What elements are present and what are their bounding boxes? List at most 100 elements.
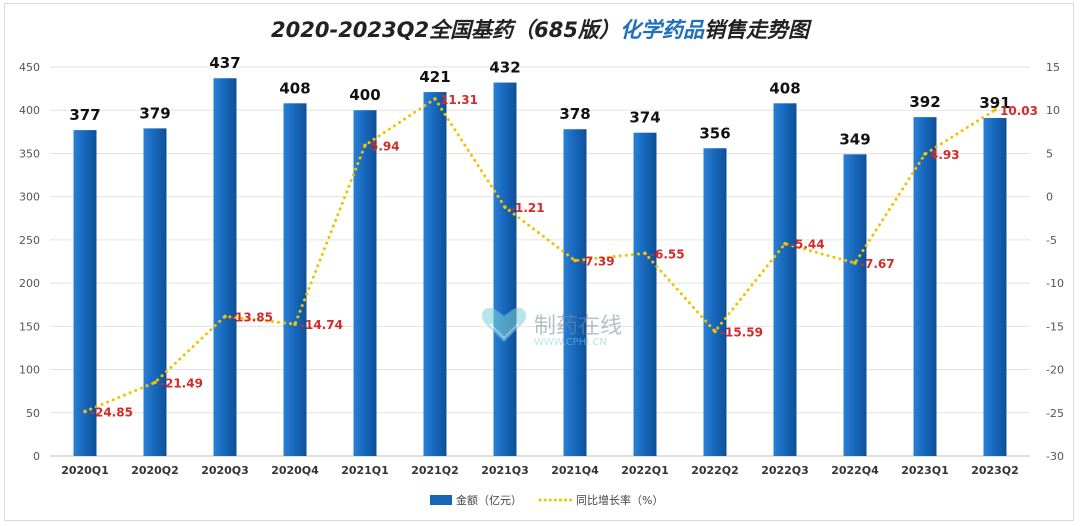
bar-value-label: 377 <box>69 106 100 124</box>
y-left-tick-label: 300 <box>19 191 40 204</box>
watermark-logo-icon <box>481 307 527 342</box>
line-value-label: -13.85 <box>230 310 273 324</box>
line-value-label: -1.21 <box>510 201 545 215</box>
line-value-label: -14.74 <box>300 318 343 332</box>
growth-line <box>83 96 997 413</box>
watermark-text: 制药在线 <box>534 314 622 339</box>
chart-frame <box>4 3 1074 521</box>
line-point <box>293 322 297 326</box>
x-tick-label: 2022Q1 <box>621 464 669 477</box>
line-value-label: -5.44 <box>790 238 825 252</box>
y-right-tick-label: -15 <box>1046 320 1064 333</box>
y-left-tick-label: 150 <box>19 320 40 333</box>
line-value-label: -6.55 <box>650 247 685 261</box>
y-right-tick-label: -5 <box>1046 234 1057 247</box>
bar-value-label: 421 <box>419 68 450 86</box>
bar-value-label: 378 <box>559 105 590 123</box>
y-left-tick-label: 250 <box>19 234 40 247</box>
line-point <box>573 258 577 263</box>
line-point <box>783 241 787 246</box>
gridlines <box>50 66 1030 457</box>
line-value-label: -24.85 <box>90 405 133 419</box>
y-left-tick-label: 50 <box>26 407 40 420</box>
y-axis-right: -30 -25 -20 -15 -10 -5 0 5 10 15 <box>1046 61 1064 463</box>
y-right-tick-label: 15 <box>1046 61 1060 74</box>
bar <box>143 128 167 456</box>
y-right-tick-label: -20 <box>1046 364 1064 377</box>
y-right-tick-label: -25 <box>1046 407 1064 420</box>
bar <box>423 92 447 457</box>
line-point <box>993 108 997 112</box>
y-left-tick-label: 350 <box>19 147 40 160</box>
legend-bar-swatch <box>430 495 452 505</box>
y-left-tick-label: 200 <box>19 277 40 290</box>
bar <box>843 154 867 456</box>
x-tick-label: 2022Q3 <box>761 464 809 477</box>
bar-value-label: 408 <box>769 79 800 97</box>
x-tick-label: 2021Q1 <box>341 464 389 477</box>
line-point <box>153 380 157 385</box>
bar-value-label: 356 <box>699 124 730 142</box>
line-labels: -24.85 -21.49 -13.85 -14.74 5.94 11.31 -1.21 -7… <box>90 93 1038 420</box>
line-point <box>503 205 507 209</box>
chart-title: 2020-2023Q2全国基药（685版）化学药品销售走势图 <box>0 14 1080 44</box>
line-value-label: 5.94 <box>370 139 400 153</box>
line-value-label: -15.59 <box>720 325 763 339</box>
bar-value-label: 374 <box>629 109 660 127</box>
watermark: 制药在线 WWW.CPHI.CN <box>481 307 622 348</box>
bar-value-label: 349 <box>839 130 870 148</box>
y-axis-left: 0 50 100 150 200 250 300 350 400 450 <box>19 61 40 463</box>
line-value-label: -7.39 <box>580 255 615 269</box>
y-right-tick-label: -30 <box>1046 450 1064 463</box>
bar <box>913 117 937 456</box>
bar-value-label: 391 <box>979 94 1010 112</box>
x-tick-label: 2020Q1 <box>61 464 109 477</box>
watermark-subtext: WWW.CPHI.CN <box>534 337 607 348</box>
title-highlight: 化学药品 <box>619 18 704 42</box>
line-series <box>83 96 997 414</box>
y-right-tick-label: 10 <box>1046 104 1060 117</box>
y-left-tick-label: 400 <box>19 104 40 117</box>
bar <box>703 148 727 456</box>
title-prefix: 2020-2023Q2全国基药（685版） <box>271 18 620 42</box>
bar <box>353 110 377 456</box>
bar-value-label: 408 <box>279 79 310 97</box>
x-tick-label: 2023Q1 <box>901 464 949 477</box>
bar <box>563 129 587 457</box>
bar-value-label: 437 <box>209 54 240 72</box>
line-value-label: 4.93 <box>930 148 960 162</box>
title-suffix: 销售走势图 <box>703 18 809 42</box>
legend-bar-label: 金额（亿元） <box>456 493 522 507</box>
bar <box>493 82 517 456</box>
legend: 金额（亿元） 同比增长率（%） <box>430 493 663 507</box>
line-point <box>643 251 647 256</box>
line-value-label: 11.31 <box>440 93 478 107</box>
line-value-label: -21.49 <box>160 376 203 390</box>
bar <box>633 132 657 456</box>
bar <box>773 103 797 456</box>
x-tick-label: 2021Q4 <box>551 464 599 477</box>
y-right-tick-label: 0 <box>1046 191 1053 204</box>
y-right-tick-label: -10 <box>1046 277 1064 290</box>
x-tick-label: 2020Q4 <box>271 464 319 477</box>
x-tick-label: 2022Q2 <box>691 464 739 477</box>
line-value-label: 10.03 <box>1000 104 1038 118</box>
line-point <box>223 314 227 319</box>
line-point <box>853 261 857 265</box>
line-point <box>923 152 927 156</box>
bar-series <box>73 78 1007 457</box>
bar-labels: 377 379 437 408 400 421 432 378 374 356 408 349 392 3… <box>69 54 1010 148</box>
line-point <box>433 97 437 101</box>
x-tick-label: 2021Q2 <box>411 464 459 477</box>
bar <box>983 118 1007 456</box>
x-tick-label: 2023Q2 <box>971 464 1019 477</box>
y-left-tick-label: 450 <box>19 61 40 74</box>
line-value-label: -7.67 <box>860 257 895 271</box>
bar <box>283 103 307 456</box>
x-tick-label: 2020Q3 <box>201 464 249 477</box>
line-point <box>363 143 367 148</box>
y-left-tick-label: 100 <box>19 364 40 377</box>
bar-value-label: 432 <box>489 59 520 77</box>
bar-value-label: 392 <box>909 93 940 111</box>
